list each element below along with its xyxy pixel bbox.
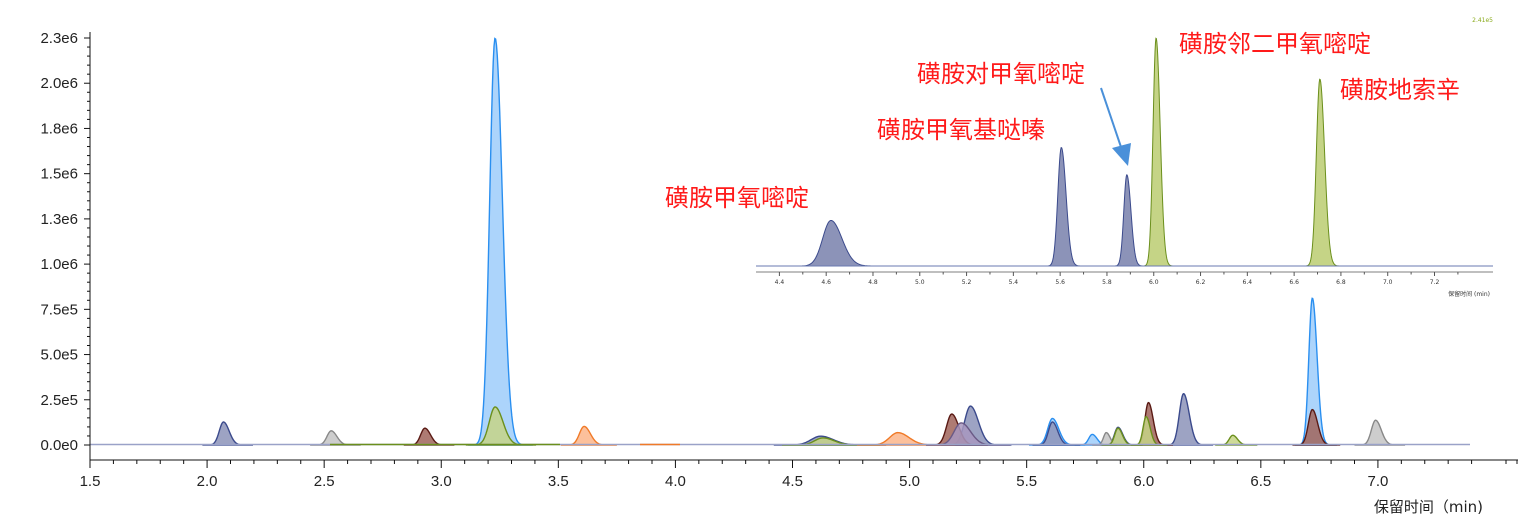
inset-x-tick-label: 5.0 bbox=[915, 279, 925, 286]
x-tick-label: 7.0 bbox=[1367, 473, 1388, 490]
y-axis-ticks: 0.0e0 2.5e5 5.0e5 7.5e5 1.0e6 1.3e6 1.5e6 1.8e6… bbox=[40, 30, 90, 454]
inset-x-tick-label: 7.2 bbox=[1430, 279, 1440, 286]
y-tick-label: 1.3e6 bbox=[40, 211, 78, 228]
y-tick-label: 1.5e6 bbox=[40, 166, 78, 183]
inset-x-tick-label: 6.4 bbox=[1243, 279, 1253, 286]
y-tick-label: 2.3e6 bbox=[40, 30, 78, 47]
y-tick-label: 1.0e6 bbox=[40, 256, 78, 273]
y-tick-label: 5.0e5 bbox=[40, 347, 78, 364]
inset-x-tick-label: 4.8 bbox=[868, 279, 878, 286]
annotation-3: 磺胺对甲氧嘧啶 bbox=[917, 60, 1085, 88]
y-tick-label: 2.0e6 bbox=[40, 75, 78, 92]
inset-peak-s2-2 bbox=[1302, 78, 1345, 267]
x-axis-ticks: 1.5 2.0 2.5 3.0 3.5 4.0 4.5 5.0 5.5 6.0 6.5 7.0 bbox=[80, 460, 1518, 490]
annotation-1: 磺胺甲氧嘧啶 bbox=[665, 184, 809, 212]
y-tick-label: 7.5e5 bbox=[40, 301, 78, 318]
inset-peaks bbox=[756, 37, 1493, 267]
inset-peak-s2-1 bbox=[1140, 37, 1178, 267]
annotation-4: 磺胺邻二甲氧嘧啶 bbox=[1179, 30, 1371, 58]
x-tick-label: 6.0 bbox=[1133, 473, 1154, 490]
peak-annotations: 磺胺甲氧嘧啶 磺胺甲氧基哒嗪 磺胺对甲氧嘧啶 磺胺邻二甲氧嘧啶 磺胺地索辛 bbox=[665, 30, 1460, 212]
inset-peak-s1-1 bbox=[789, 219, 889, 267]
peak-s3-1 bbox=[310, 430, 361, 446]
x-tick-label: 6.5 bbox=[1250, 473, 1271, 490]
inset-x-tick-label: 6.0 bbox=[1149, 279, 1159, 286]
inset-x-tick-label: 5.2 bbox=[962, 279, 972, 286]
inset-scale-label: 2.41e5 bbox=[1472, 17, 1493, 24]
peak-s5-5 bbox=[1215, 434, 1258, 446]
inset-x-tick-label: 6.6 bbox=[1289, 279, 1299, 286]
peak-s6-1 bbox=[560, 425, 617, 446]
peak-s5-4 bbox=[1130, 415, 1168, 446]
main-peaks bbox=[90, 37, 1470, 446]
inset-x-tick-label: 7.0 bbox=[1383, 279, 1393, 286]
inset-x-tick-label: 6.2 bbox=[1196, 279, 1206, 286]
peak-s1-1 bbox=[468, 37, 533, 446]
x-tick-label: 4.0 bbox=[665, 473, 686, 490]
inset-x-axis-ticks: 4.4 4.6 4.8 5.0 5.2 5.4 5.6 5.8 6.0 6.2 6.4 6.6 6.8 7… bbox=[775, 272, 1459, 286]
peak-s4-1 bbox=[403, 427, 455, 446]
annotation-arrow-head bbox=[1112, 143, 1131, 166]
inset-chart: 4.4 4.6 4.8 5.0 5.2 5.4 5.6 5.8 6.0 6.2 6.4 6.6 6.8 7… bbox=[756, 17, 1493, 298]
inset-x-tick-label: 5.4 bbox=[1009, 279, 1019, 286]
x-tick-label: 3.5 bbox=[548, 473, 569, 490]
x-tick-label: 1.5 bbox=[80, 473, 101, 490]
x-tick-label: 5.0 bbox=[899, 473, 920, 490]
y-tick-label: 1.8e6 bbox=[40, 120, 78, 137]
inset-peak-s1-2 bbox=[1043, 146, 1086, 267]
inset-x-axis-title: 保留时间 (min) bbox=[1448, 290, 1490, 298]
inset-x-tick-label: 4.6 bbox=[821, 279, 831, 286]
inset-x-tick-label: 4.4 bbox=[775, 279, 785, 286]
annotation-2: 磺胺甲氧基哒嗪 bbox=[877, 116, 1045, 144]
peak-s2-6 bbox=[1162, 393, 1214, 446]
y-tick-label: 0.0e0 bbox=[40, 437, 78, 454]
inset-x-tick-label: 5.6 bbox=[1055, 279, 1065, 286]
x-tick-label: 5.5 bbox=[1016, 473, 1037, 490]
peak-s2-1 bbox=[202, 421, 253, 446]
peak-s3-3 bbox=[1354, 419, 1406, 446]
y-tick-label: 2.5e5 bbox=[40, 392, 78, 409]
annotation-arrow-line bbox=[1100, 87, 1123, 151]
annotation-5: 磺胺地索辛 bbox=[1340, 76, 1460, 104]
x-tick-label: 3.0 bbox=[431, 473, 452, 490]
inset-x-tick-label: 5.8 bbox=[1102, 279, 1112, 286]
inset-x-tick-label: 6.8 bbox=[1336, 279, 1346, 286]
x-tick-label: 2.0 bbox=[197, 473, 218, 490]
x-axis-title: 保留时间（min) bbox=[1374, 498, 1483, 516]
x-tick-label: 4.5 bbox=[782, 473, 803, 490]
main-axes: 1.5 2.0 2.5 3.0 3.5 4.0 4.5 5.0 5.5 6.0 6.5 7.0 0.0… bbox=[40, 30, 1518, 516]
x-tick-label: 2.5 bbox=[314, 473, 335, 490]
inset-peak-s1-3 bbox=[1111, 174, 1149, 267]
